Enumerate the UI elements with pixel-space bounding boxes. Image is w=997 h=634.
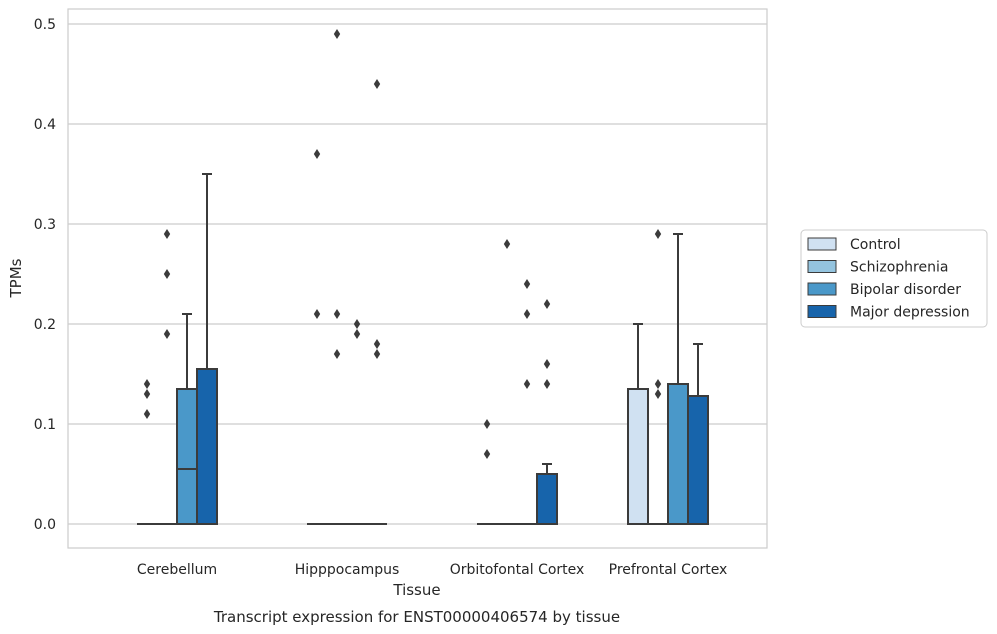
box-rect [687,395,709,525]
x-tick-label: Hipppocampus [295,562,400,578]
legend-swatch [807,260,837,273]
box-rect [667,383,689,525]
y-tick-label: 0.2 [34,317,56,333]
outlier-point [483,419,491,429]
y-tick-label: 0.1 [34,417,56,433]
box-group [687,343,709,525]
box-group [347,319,367,525]
legend-item: Control [807,237,901,253]
box-group [517,279,537,525]
outlier-point [654,389,662,399]
outlier-point [353,329,361,339]
box-group [367,79,387,525]
legend-item: Bipolar disorder [807,282,961,298]
outlier-point [523,379,531,389]
legend-label: Bipolar disorder [850,282,961,298]
outlier-point [523,309,531,319]
outlier-point [353,319,361,329]
box-rect [536,473,558,525]
box-group [497,239,517,525]
legend-frame [800,229,988,328]
outlier-point [373,339,381,349]
x-tick-label: Orbitofontal Cortex [450,562,585,578]
outlier-point [163,329,171,339]
legend-swatch [807,237,837,251]
outlier-point [333,29,341,39]
outlier-point [143,379,151,389]
legend-item: Major depression [807,305,970,321]
x-tick-labels: Cerebellum Hipppocampus Orbitofontal Corte… [137,562,727,578]
box-group [176,313,198,525]
outlier-point [333,349,341,359]
box-group [648,229,668,525]
x-tick-label: Cerebellum [137,562,217,578]
box-group [667,233,689,525]
y-tick-label: 0.4 [34,117,56,133]
y-tick-label: 0.3 [34,217,56,233]
box-group [627,323,649,525]
y-tick-label: 0.5 [34,17,56,33]
outlier-point [333,309,341,319]
legend-label: Major depression [850,305,970,321]
outlier-point [483,449,491,459]
chart-caption: Transcript expression for ENST0000040657… [213,608,620,626]
y-tick-labels: 0.0 0.1 0.2 0.3 0.4 0.5 [34,17,56,533]
x-tick-label: Prefrontal Cortex [609,562,728,578]
y-tick-label: 0.0 [34,517,56,533]
outlier-point [503,239,511,249]
legend: Control Schizophrenia Bipolar disorder Majo… [800,229,988,328]
outlier-point [373,349,381,359]
outlier-point [373,79,381,89]
outlier-point [313,309,321,319]
outlier-point [543,299,551,309]
box-group [196,173,218,525]
y-axis-title: TPMs [7,258,25,298]
outlier-point [313,149,321,159]
legend-swatch [807,305,837,318]
box-group [536,299,558,525]
box-group [307,149,327,525]
box-rect [176,388,198,525]
outlier-point [143,409,151,419]
outlier-point [654,229,662,239]
box-group [157,229,177,525]
legend-swatch [807,282,837,296]
plot-frame [67,8,768,549]
outlier-point [163,229,171,239]
outlier-point [543,379,551,389]
gridlines [68,23,767,525]
x-axis-title: Tissue [392,581,440,599]
legend-item: Schizophrenia [807,260,948,276]
box-rect [196,368,218,525]
outlier-point [654,379,662,389]
outlier-point [543,359,551,369]
legend-label: Control [850,237,901,253]
boxes [137,29,709,525]
legend-label: Schizophrenia [850,260,948,276]
box-group [137,379,157,525]
outlier-point [163,269,171,279]
outlier-point [143,389,151,399]
box-group [327,29,347,525]
outlier-point [523,279,531,289]
box-group [477,419,497,525]
box-rect [627,388,649,525]
